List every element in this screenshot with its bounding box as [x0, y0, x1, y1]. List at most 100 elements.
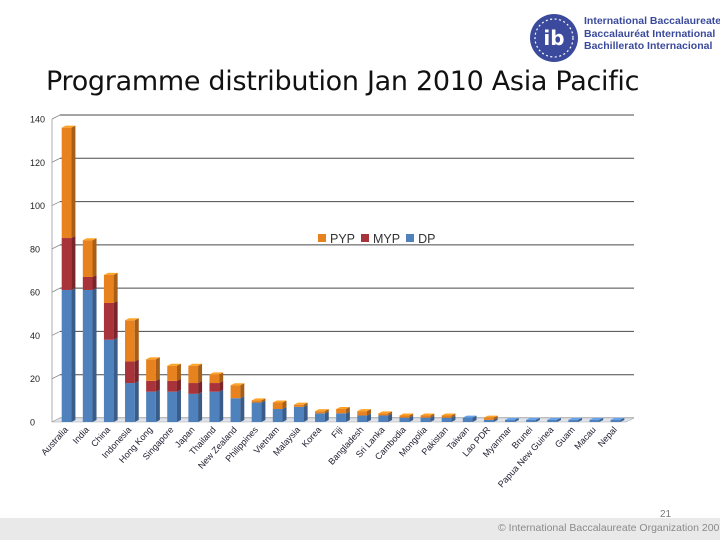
bar-segment-dp-side	[134, 381, 139, 422]
bar-segment-pyp-top	[125, 318, 139, 321]
bar-segment-dp	[483, 419, 494, 422]
bar-segment-dp-top	[462, 415, 477, 418]
bar-segment-dp-side	[493, 417, 498, 422]
bar-segment-dp	[82, 289, 93, 422]
bar-taiwan	[462, 415, 477, 422]
bar-pakistan	[441, 413, 456, 422]
bar-segment-dp	[315, 413, 325, 422]
bar-segment-dp	[146, 391, 156, 422]
bar-segment-dp	[230, 398, 241, 422]
bar-segment-pyp-top	[420, 413, 435, 416]
x-tick-label: Korea	[300, 425, 324, 450]
bar-segment-dp	[589, 419, 600, 422]
bar-indonesia	[125, 318, 139, 422]
bar-segment-pyp-top	[103, 272, 118, 275]
bar-segment-dp-top	[526, 417, 540, 420]
bar-segment-pyp-side	[366, 409, 371, 416]
bar-segment-pyp-top	[315, 409, 329, 412]
legend-swatch	[361, 234, 370, 242]
bar-segment-pyp	[441, 415, 452, 418]
y-tick-label: 0	[30, 418, 35, 428]
bar-segment-pyp	[272, 402, 283, 410]
bar-segment-dp-side	[578, 417, 583, 422]
x-tick-label: Nepal	[596, 425, 619, 449]
bar-segment-pyp-top	[378, 411, 393, 414]
bar-segment-dp	[293, 406, 304, 422]
y-tick-label: 80	[30, 244, 40, 254]
x-tick-label: Australia	[39, 425, 70, 458]
bar-segment-pyp-top	[251, 398, 266, 401]
bar-segment-pyp-side	[324, 409, 329, 414]
bar-segment-pyp-side	[303, 402, 308, 407]
gridline-side	[51, 114, 61, 120]
bar-segment-dp	[336, 413, 346, 422]
bar-segment-dp-side	[409, 415, 414, 422]
bar-segment-pyp-top	[82, 238, 97, 241]
bar-segment-pyp-side	[113, 272, 118, 303]
org-name-en: International Baccalaureate	[584, 15, 720, 27]
bar-papua-new-guinea	[547, 417, 561, 422]
legend-label: DP	[418, 232, 436, 246]
bar-segment-myp-side	[219, 381, 224, 392]
bar-segment-pyp	[420, 415, 431, 418]
bar-singapore	[167, 363, 181, 422]
bar-segment-dp-side	[176, 389, 181, 422]
bar-segment-dp	[125, 383, 135, 422]
plot-back-wall	[60, 115, 634, 418]
bar-guam	[568, 417, 583, 422]
bar-segment-dp	[61, 289, 72, 422]
legend-item-dp: DP	[406, 232, 435, 246]
bar-myanmar	[505, 417, 519, 422]
bar-segment-pyp	[336, 409, 346, 414]
bar-segment-dp	[272, 409, 283, 422]
bar-segment-myp-side	[176, 378, 181, 392]
bar-segment-dp	[505, 419, 515, 422]
bar-segment-pyp	[209, 374, 220, 384]
bar-lao-pdr	[483, 415, 498, 422]
bar-macau	[589, 417, 604, 422]
bar-segment-dp	[188, 393, 199, 422]
bar-malaysia	[293, 402, 308, 422]
bar-segment-myp	[125, 361, 135, 384]
bar-segment-pyp-side	[493, 415, 498, 420]
bar-segment-pyp-side	[240, 383, 245, 399]
bar-segment-pyp	[167, 365, 177, 381]
bar-segment-pyp-top	[293, 402, 308, 405]
bar-segment-myp	[167, 380, 177, 392]
bar-segment-dp-side	[324, 411, 329, 422]
bar-segment-dp-side	[514, 417, 519, 422]
bar-segment-dp	[526, 419, 536, 422]
bar-segment-dp-side	[451, 415, 456, 422]
bar-segment-pyp-side	[198, 363, 203, 384]
bar-sri-lanka	[378, 411, 393, 422]
y-tick-label: 140	[30, 115, 45, 125]
bar-segment-dp-side	[472, 415, 477, 422]
bar-segment-myp-side	[71, 236, 76, 290]
bar-segment-dp-side	[345, 411, 350, 422]
x-tick-label: Macau	[572, 425, 598, 452]
bar-segment-pyp-top	[230, 383, 245, 386]
bar-segment-pyp	[293, 404, 304, 407]
chart-legend: PYP MYP DP	[318, 232, 441, 246]
org-name-fr: Baccalauréat International	[584, 27, 716, 40]
bar-segment-pyp	[315, 411, 325, 414]
y-tick-label: 120	[30, 158, 45, 168]
bar-segment-pyp	[146, 359, 156, 381]
bar-segment-pyp	[251, 400, 262, 403]
bar-thailand	[209, 372, 224, 422]
bar-segment-dp-top	[505, 417, 519, 420]
y-tick-label: 100	[30, 201, 45, 211]
bar-segment-pyp	[103, 274, 114, 303]
org-name: International Baccalaureate Baccalauréat…	[584, 15, 720, 53]
bar-segment-dp	[378, 415, 389, 422]
bar-nepal	[610, 417, 625, 422]
bar-segment-dp	[357, 415, 367, 422]
org-name-es: Bachillerato Internacional	[584, 40, 713, 52]
bar-segment-dp-top	[610, 417, 625, 420]
bar-cambodia	[399, 413, 414, 422]
bar-segment-pyp	[483, 417, 494, 420]
bar-segment-dp-side	[620, 417, 625, 422]
bar-hong-kong	[146, 357, 160, 422]
bar-segment-myp-side	[92, 274, 97, 290]
bar-segment-dp	[610, 419, 621, 422]
